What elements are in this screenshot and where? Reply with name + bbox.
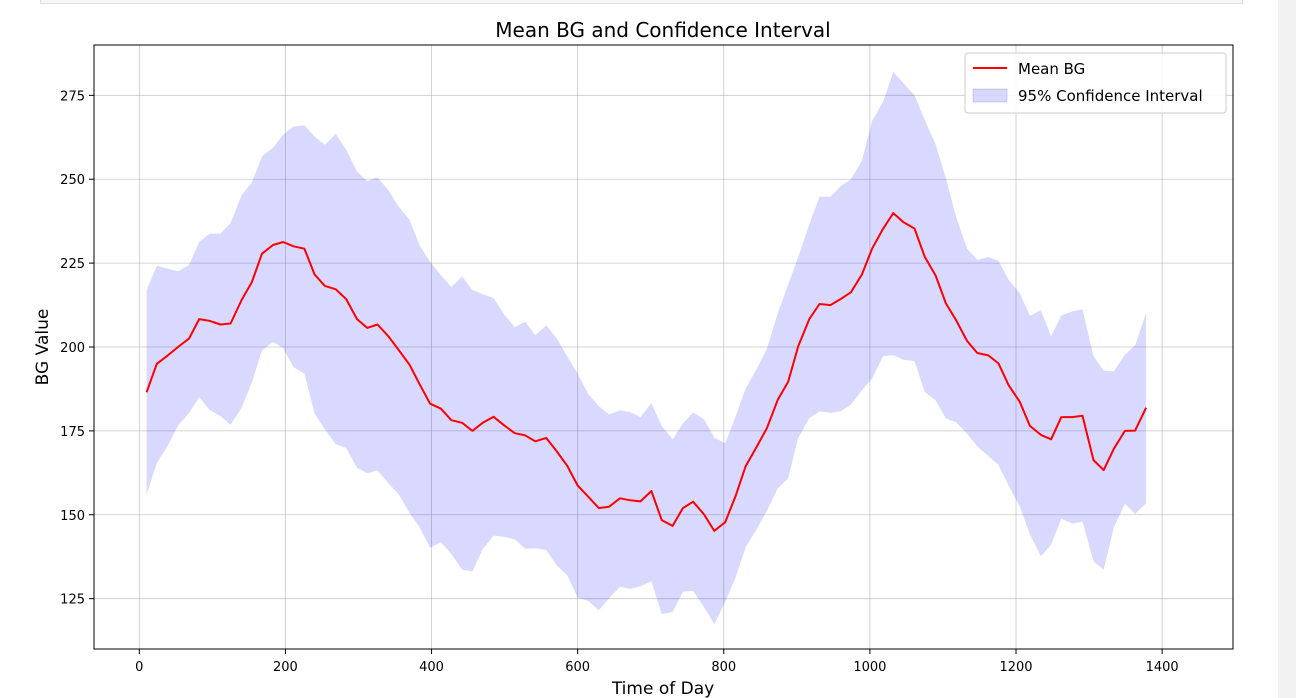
- x-tick-label: 1000: [853, 660, 886, 675]
- x-axis: 0 200 400 600 800 1000 1200 1400: [135, 649, 1179, 675]
- previous-output-strip: [40, 0, 1243, 4]
- y-tick-label: 275: [60, 89, 85, 104]
- x-axis-label: Time of Day: [611, 679, 714, 698]
- confidence-interval-area: [146, 71, 1147, 625]
- x-tick-label: 600: [565, 660, 590, 675]
- y-axis-label: BG Value: [33, 309, 53, 386]
- x-tick-label: 1400: [1146, 660, 1179, 675]
- x-tick-label: 400: [419, 660, 444, 675]
- x-tick-label: 800: [711, 660, 736, 675]
- line-layer: [145, 212, 1148, 532]
- grid-layer: [94, 45, 1233, 649]
- y-tick-label: 225: [60, 257, 85, 272]
- chart-title: Mean BG and Confidence Interval: [495, 18, 830, 42]
- legend: Mean BG 95% Confidence Interval: [964, 52, 1227, 114]
- y-tick-label: 175: [60, 425, 85, 440]
- legend-ci-swatch: [972, 88, 1008, 103]
- mean-bg-line: [145, 212, 1148, 532]
- scrollbar-track[interactable]: [1278, 0, 1296, 698]
- legend-mean-bg-label: Mean BG: [1018, 60, 1085, 78]
- legend-box: [964, 52, 1227, 114]
- y-tick-label: 250: [60, 173, 85, 188]
- x-tick-label: 0: [135, 660, 143, 675]
- y-tick-label: 200: [60, 341, 85, 356]
- x-tick-label: 200: [273, 660, 298, 675]
- ci-layer: [146, 71, 1147, 625]
- y-axis: 125 150 175 200 225 250 275: [60, 89, 94, 608]
- y-tick-label: 125: [60, 593, 85, 608]
- y-tick-label: 150: [60, 509, 85, 524]
- x-tick-label: 1200: [999, 660, 1032, 675]
- legend-ci-label: 95% Confidence Interval: [1018, 87, 1203, 105]
